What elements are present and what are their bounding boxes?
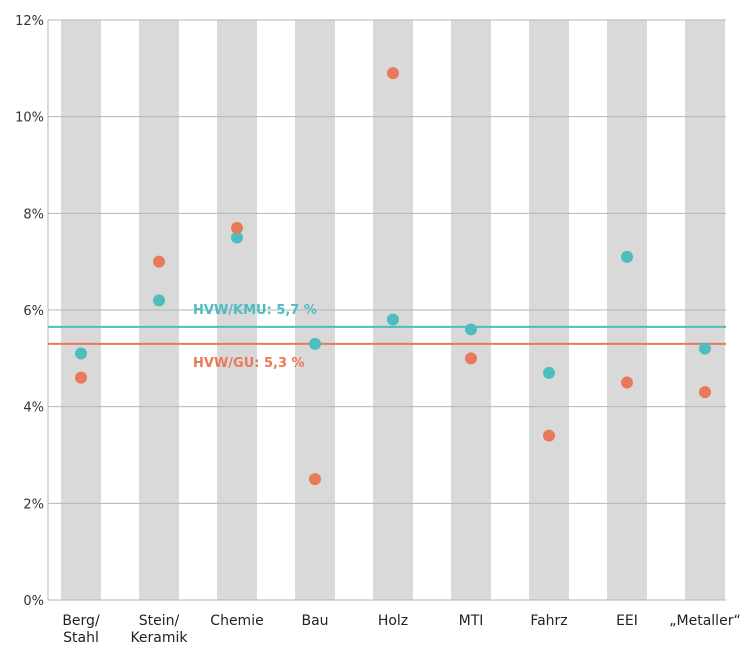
data-point (621, 376, 633, 389)
y-tick-label: 12% (15, 14, 44, 29)
data-point (387, 313, 399, 326)
data-point (465, 352, 477, 365)
category-label: Stein/ (139, 613, 180, 629)
data-point (699, 342, 711, 355)
y-tick-label: 6% (23, 304, 44, 319)
y-tick-label: 10% (15, 111, 44, 126)
category-label: Keramik (130, 630, 188, 645)
data-point (231, 221, 243, 234)
y-tick-label: 8% (23, 207, 44, 222)
data-point (153, 255, 165, 268)
category-label: Holz (378, 613, 408, 629)
data-point (387, 67, 399, 80)
category-label: EEI (616, 613, 638, 629)
data-point (543, 366, 555, 379)
category-label: Bau (301, 613, 328, 629)
y-tick-label: 0% (23, 594, 44, 609)
category-label: Stahl (63, 630, 99, 645)
y-axis-ticks: 0% 2% 4% 6% 8% 10% 12% (15, 14, 44, 609)
data-point (75, 371, 87, 384)
reference-line-label: HVW/GU: 5,3 % (193, 356, 305, 371)
data-point (309, 473, 321, 486)
data-points (75, 67, 711, 486)
category-label: „Metaller“ (669, 613, 740, 629)
data-point (75, 347, 87, 360)
reference-line-label: HVW/KMU: 5,7 % (193, 303, 317, 318)
category-label: Berg/ (62, 613, 100, 629)
gridlines (47, 19, 726, 601)
data-point (153, 294, 165, 307)
x-axis-categories: Berg/Stahl Stein/Keramik Chemie Bau Holz MTI F… (62, 613, 740, 645)
category-label: MTI (459, 613, 484, 629)
y-tick-label: 4% (23, 401, 44, 416)
data-point (621, 250, 633, 263)
category-label: Chemie (210, 613, 263, 629)
data-point (465, 323, 477, 336)
data-point (543, 429, 555, 442)
category-label: Fahrz (530, 613, 567, 629)
data-point (699, 386, 711, 399)
data-point (309, 337, 321, 350)
reference-lines: HVW/KMU: 5,7 % HVW/GU: 5,3 % (48, 303, 726, 371)
y-tick-label: 2% (23, 497, 44, 512)
data-point (231, 231, 243, 244)
